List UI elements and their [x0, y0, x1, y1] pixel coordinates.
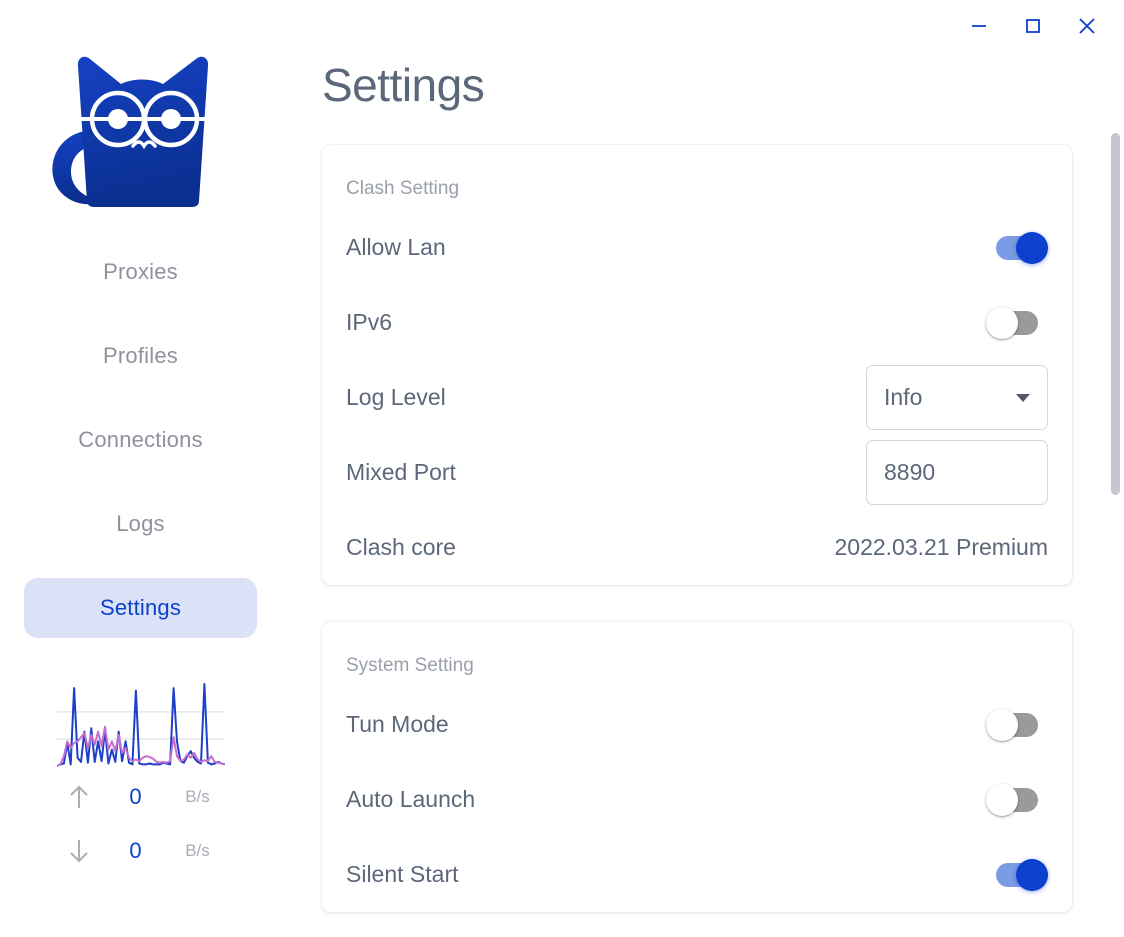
card-clash-setting: Clash Setting Allow Lan IPv6	[322, 145, 1072, 585]
toggle-thumb	[1016, 858, 1048, 891]
auto-launch-toggle[interactable]	[986, 783, 1048, 816]
row-label: Silent Start	[346, 861, 459, 887]
row-allow-lan: Allow Lan	[346, 210, 1048, 285]
sidebar-item-label: Connections	[78, 427, 203, 452]
row-clash-core: Clash core 2022.03.21 Premium	[346, 510, 1048, 585]
download-rate-row: 0 B/s	[57, 824, 225, 878]
row-tun-mode: Tun Mode	[346, 687, 1048, 762]
log-level-value: Info	[884, 384, 923, 410]
chevron-down-icon	[1016, 393, 1030, 402]
sidebar-item-label: Settings	[99, 595, 182, 620]
scrollbar-thumb[interactable]	[1111, 133, 1120, 495]
toggle-thumb	[986, 708, 1018, 741]
sidebar-item-label: Proxies	[103, 259, 178, 284]
row-label: Clash core	[346, 534, 456, 560]
tun-mode-toggle[interactable]	[986, 708, 1048, 741]
ipv6-toggle[interactable]	[986, 306, 1048, 339]
arrow-down-icon	[57, 837, 101, 865]
row-label: Allow Lan	[346, 234, 446, 260]
scrollbar-track[interactable]	[1111, 0, 1121, 937]
row-mixed-port: Mixed Port 8890	[346, 435, 1048, 510]
arrow-up-icon	[57, 783, 101, 811]
row-label: IPv6	[346, 309, 393, 335]
sidebar-item-profiles[interactable]: Profiles	[24, 326, 257, 386]
row-log-level: Log Level Info	[346, 360, 1048, 435]
toggle-thumb	[986, 783, 1018, 816]
sidebar-nav: Proxies Profiles Connections Logs Settin…	[0, 242, 281, 638]
log-level-select[interactable]: Info	[866, 365, 1048, 430]
sidebar-item-label: Profiles	[103, 343, 178, 368]
clash-core-version: 2022.03.21 Premium	[834, 534, 1048, 560]
row-label: Auto Launch	[346, 786, 476, 812]
silent-start-toggle[interactable]	[986, 858, 1048, 891]
traffic-panel: 0 B/s 0 B/s	[56, 678, 225, 878]
clash-cat-logo-icon	[36, 14, 246, 226]
window-titlebar	[0, 0, 1124, 52]
row-label: Mixed Port	[346, 459, 456, 485]
download-rate-value: 0	[129, 838, 142, 863]
upload-rate-row: 0 B/s	[57, 770, 225, 824]
settings-cards: Clash Setting Allow Lan IPv6	[322, 145, 1072, 937]
allow-lan-toggle[interactable]	[986, 231, 1048, 264]
row-label: Tun Mode	[346, 711, 449, 737]
traffic-chart	[56, 678, 225, 770]
maximize-button[interactable]	[1010, 5, 1056, 47]
card-title: System Setting	[346, 655, 474, 676]
page-title: Settings	[322, 59, 485, 111]
toggle-thumb	[986, 306, 1018, 339]
close-button[interactable]	[1064, 5, 1110, 47]
upload-rate-unit: B/s	[185, 787, 210, 806]
download-rate-unit: B/s	[185, 841, 210, 860]
main-content: Settings Clash Setting Allow Lan IPv6	[281, 0, 1124, 937]
sidebar-item-proxies[interactable]: Proxies	[24, 242, 257, 302]
sidebar-item-settings[interactable]: Settings	[24, 578, 257, 638]
minimize-button[interactable]	[956, 5, 1002, 47]
card-system-setting: System Setting Tun Mode Auto Launch	[322, 622, 1072, 912]
toggle-thumb	[1016, 231, 1048, 264]
sidebar-item-logs[interactable]: Logs	[24, 494, 257, 554]
sidebar-item-label: Logs	[116, 511, 165, 536]
upload-rate-value: 0	[129, 784, 142, 809]
mixed-port-value: 8890	[884, 459, 936, 485]
row-label: Log Level	[346, 384, 446, 410]
sidebar: Proxies Profiles Connections Logs Settin…	[0, 0, 281, 937]
mixed-port-input[interactable]: 8890	[866, 440, 1048, 505]
card-title: Clash Setting	[346, 178, 460, 199]
row-ipv6: IPv6	[346, 285, 1048, 360]
row-silent-start: Silent Start	[346, 837, 1048, 912]
sidebar-item-connections[interactable]: Connections	[24, 410, 257, 470]
row-auto-launch: Auto Launch	[346, 762, 1048, 837]
